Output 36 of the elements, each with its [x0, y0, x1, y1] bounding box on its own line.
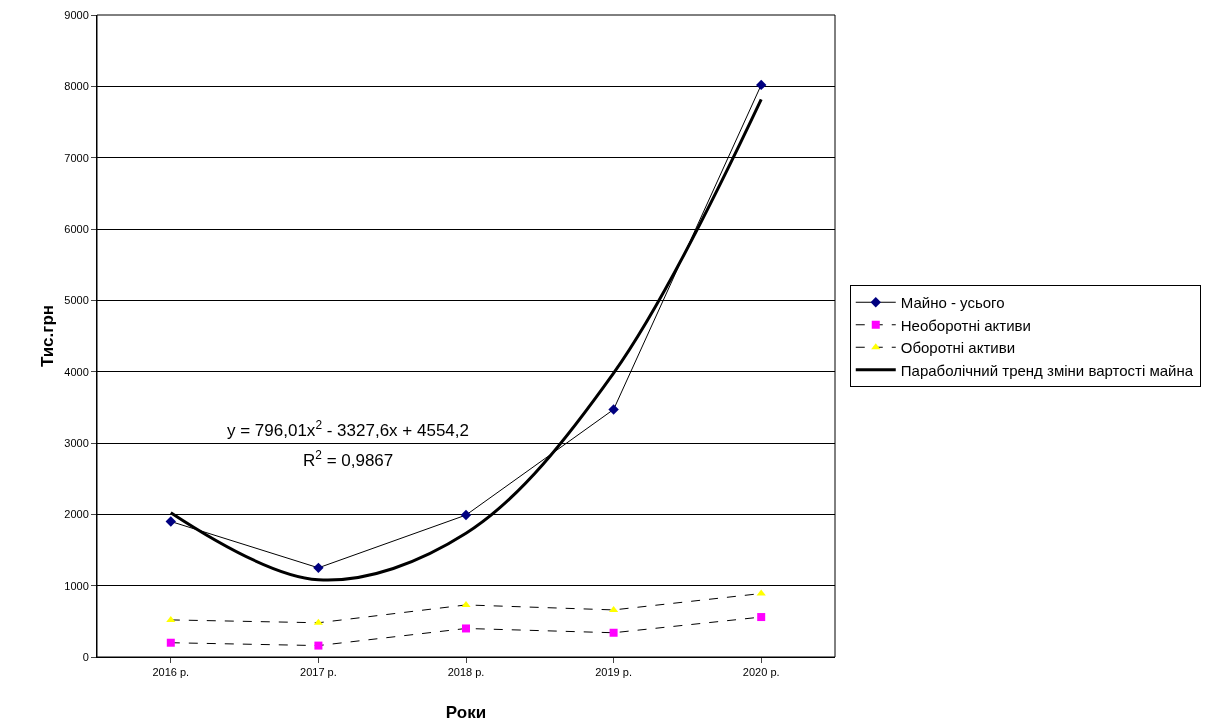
- legend-label: Майно - усього: [900, 294, 1005, 312]
- point: [757, 613, 766, 622]
- x-axis-title: Роки: [445, 703, 487, 722]
- point: [756, 79, 767, 91]
- point: [314, 641, 323, 650]
- x-tick-label: 2016 р.: [152, 666, 190, 679]
- point: [313, 562, 324, 574]
- point: [756, 589, 766, 596]
- legend-label: Параболічний тренд зміни вартості майна: [900, 361, 1194, 379]
- point: [166, 615, 176, 622]
- y-tick-label: 5000: [64, 294, 89, 307]
- point: [460, 509, 472, 521]
- point: [165, 516, 176, 527]
- x-tick-label: 2019 р.: [595, 666, 632, 679]
- x-tick-label: 2018 р.: [447, 666, 485, 679]
- y-tick-label: 7000: [64, 151, 89, 164]
- annotation: y = 796,01x$^{2}$ - 3327,6x + 4554,2: [227, 418, 469, 441]
- y-tick-label: 6000: [64, 222, 89, 235]
- y-axis-title: Тис.грн: [38, 304, 57, 368]
- annotation: R$^{2}$ = 0,9867: [303, 448, 394, 471]
- point: [461, 600, 471, 607]
- y-tick-label: 2000: [64, 508, 89, 521]
- y-tick-label: 8000: [64, 80, 89, 93]
- x-tick-label: 2020 р.: [742, 666, 780, 679]
- y-tick-label: 4000: [64, 365, 89, 378]
- point: [166, 638, 175, 647]
- y-tick-label: 3000: [64, 436, 89, 449]
- point: [609, 628, 618, 637]
- legend-label: Оборотні активи: [900, 339, 1016, 357]
- point: [462, 624, 470, 633]
- point: [608, 404, 619, 415]
- y-tick-label: 0: [82, 650, 89, 663]
- legend-label: Необоротні активи: [900, 316, 1031, 334]
- y-tick-label: 9000: [64, 8, 89, 21]
- x-tick-label: 2017 р.: [300, 666, 337, 679]
- y-tick-label: 1000: [64, 579, 89, 592]
